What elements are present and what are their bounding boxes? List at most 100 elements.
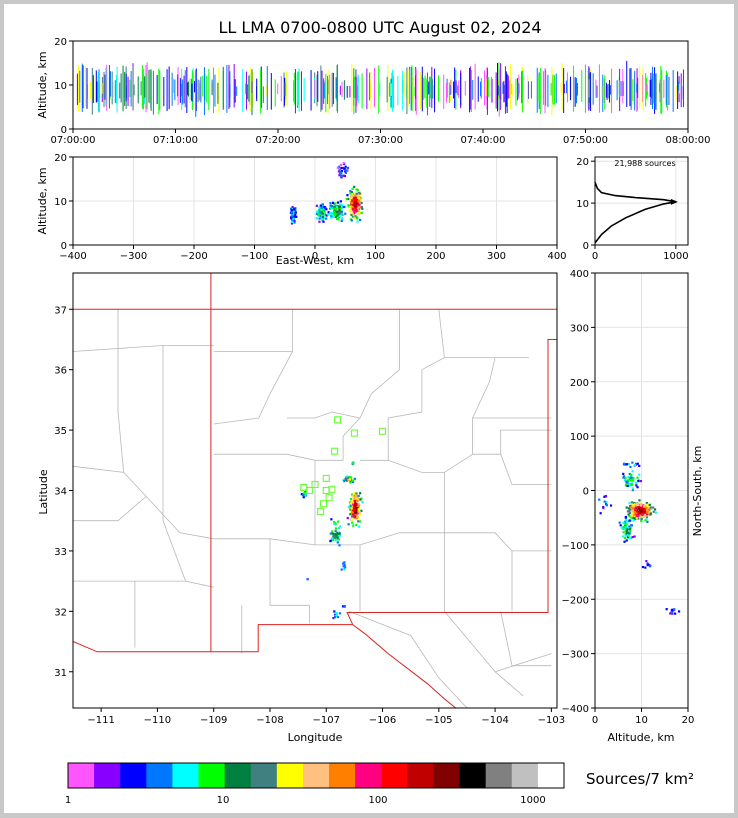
plan-view-cell [351, 500, 354, 503]
ew-altitude-cell [320, 215, 323, 218]
plan-view-cell [349, 513, 352, 516]
altitude-ns-cell [654, 511, 658, 514]
ew-altitude-cell [339, 164, 342, 167]
altitude-ns-cell [632, 505, 635, 508]
time-height-ytick-label: 0 [61, 125, 67, 136]
ew-altitude-cell [357, 200, 360, 203]
plan-view-cell [338, 612, 342, 615]
plan-view-cell [332, 538, 335, 541]
altitude-ns-cell [637, 517, 640, 520]
ew-altitude-cell [360, 201, 363, 205]
plan-view-cell [350, 507, 353, 510]
altitude-ns-cell [643, 514, 646, 517]
altitude-ns-cell [624, 526, 627, 529]
altitude-ns-ylabel: North-South, km [691, 446, 704, 537]
county-boundary [359, 459, 445, 546]
plan-view-cell [302, 492, 306, 496]
ew-altitude-cell [347, 205, 351, 208]
colorbar-swatch [250, 763, 278, 788]
plan-view-cell [354, 495, 357, 498]
altitude-ns-cell [626, 482, 630, 485]
county-boundary [73, 496, 147, 522]
ew-altitude-cell [360, 211, 363, 214]
altitude-ns-cell [648, 565, 652, 568]
plan-view-cell [342, 565, 345, 568]
altitude-ns-cell [622, 535, 625, 538]
colorbar-swatches [68, 763, 565, 788]
plan-view-cell [359, 492, 362, 495]
altitude-ns-cell [609, 504, 613, 507]
plan-view-cell [352, 495, 355, 499]
altitude-ns-cell [633, 501, 636, 505]
ew-altitude-cell [334, 202, 337, 205]
plan-view-cell [329, 539, 332, 543]
ew-altitude-cell [291, 213, 294, 216]
plan-view-cell [354, 497, 357, 500]
ew-altitude-cell [359, 218, 362, 222]
ew-altitude-cell [356, 207, 360, 210]
ew-altitude-cell [357, 205, 360, 208]
plan-view-cell [351, 521, 354, 524]
lma-station [311, 480, 319, 489]
county-boundary [213, 538, 316, 546]
altitude-ns-cell [627, 513, 630, 516]
plan-view-cell [330, 518, 333, 521]
altitude-ns-cell [633, 508, 636, 511]
altitude-ns-ticks: 0 10 20 −400 −300 −200 −100 0 100 200 300 400 [562, 269, 695, 726]
ew-altitude-cell [334, 212, 337, 215]
altitude-histogram-axes [594, 156, 689, 246]
ew-altitude-cell [315, 212, 319, 215]
plan-view-cell [352, 462, 355, 465]
altitude-ns-cell [637, 506, 640, 509]
ew-altitude-cell [357, 213, 360, 216]
county-boundary [444, 417, 552, 473]
altitude-ns-cell [632, 507, 635, 510]
plan-view-cell [333, 520, 336, 524]
ew-altitude-cell [344, 165, 347, 168]
plan-view-cell [360, 509, 363, 512]
ew-altitude-cell [336, 201, 340, 204]
colorbar-swatch [355, 763, 382, 788]
time-height-panel: Altitude, km 07:00:00 07:10:00 07:20:00 07:… [36, 37, 710, 146]
ew-altitude-xtick-label: −100 [241, 251, 268, 262]
ew-altitude-cell [353, 201, 357, 204]
altitude-ns-cell [630, 524, 633, 527]
ew-altitude-cell [315, 217, 318, 220]
altitude-ns-cell [605, 501, 608, 504]
ew-altitude-cell [330, 214, 333, 217]
altitude-ns-cell [633, 517, 636, 520]
ew-altitude-panel: Altitude, km East-West, km −400 −300 −200−… [36, 153, 567, 267]
altitude-ns-panel: Altitude, km North-South, km 0 10 20 −400 −3… [562, 269, 704, 744]
time-height-xtick-label: 07:00:00 [51, 135, 96, 146]
ew-altitude-cell [330, 205, 333, 208]
colorbar-swatch [329, 763, 356, 788]
colorbar-tick-label: 100 [368, 795, 387, 806]
altitude-ns-cell [637, 514, 640, 517]
altitude-ns-cell [637, 479, 640, 483]
altitude-ns-cell [647, 510, 650, 514]
ew-altitude-cell [323, 206, 326, 209]
altitude-ns-cell [628, 472, 631, 476]
plan-view-cell [344, 477, 347, 481]
altitude-ns-cell [630, 536, 633, 539]
plan-view-cell [358, 511, 361, 514]
figure-title: LL LMA 0700-0800 UTC August 02, 2024 [218, 18, 541, 37]
altitude-ns-cell [648, 503, 651, 506]
plan-view-marks [300, 461, 364, 620]
altitude-ns-cell [644, 566, 647, 569]
altitude-ns-cell [623, 479, 627, 482]
plan-view-cell [353, 497, 356, 500]
plan-view-cell [344, 566, 347, 569]
colorbar-swatch [198, 763, 226, 788]
ew-altitude-xlabel: East-West, km [276, 254, 354, 267]
colorbar-tick-label: 1000 [520, 795, 545, 806]
ew-altitude-cell [351, 212, 354, 215]
ew-altitude-cell [330, 207, 333, 210]
plan-view-cell [341, 605, 345, 608]
altitude-ns-cell [622, 476, 625, 479]
altitude-ns-cell [635, 502, 638, 505]
altitude-ns-cell [636, 476, 639, 479]
altitude-ns-cell [623, 536, 627, 540]
plan-view-cell [349, 505, 352, 508]
plan-view-cell [355, 506, 358, 509]
